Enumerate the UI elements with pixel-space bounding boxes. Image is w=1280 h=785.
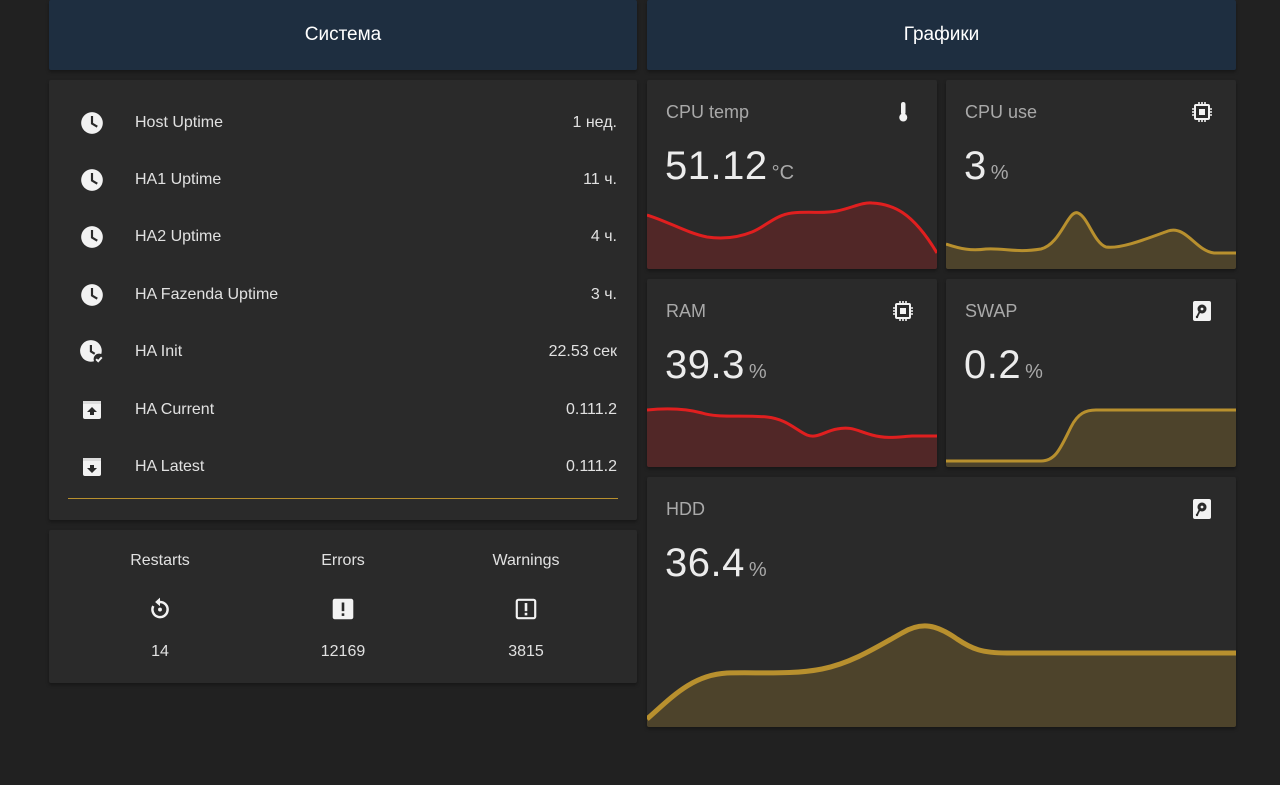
sensor-value: 0.2 [964,343,1022,387]
graphs-header: Графики [647,0,1236,70]
sensor-name: CPU temp [666,102,750,122]
clock-icon [79,224,105,250]
entity-name: HA Current [135,401,215,418]
entity-name: HA2 Uptime [135,228,222,245]
sensor-card-swap[interactable]: SWAP 0.2% [946,279,1236,467]
alert-box-outline-icon [513,596,539,627]
sensor-graph-swap [946,408,1236,467]
entity-row-ha-init[interactable]: HA Init 22.53 сек [79,332,617,372]
sensor-value-line: 36.4% [665,541,767,586]
graphs-header-title: Графики [903,24,980,45]
glance-value: 3815 [508,643,544,660]
entity-row-ha-current[interactable]: HA Current 0.111.2 [79,390,617,430]
sensor-value: 36.4 [665,541,745,585]
entity-name: HA1 Uptime [135,171,222,188]
divider [68,498,618,499]
sensor-graph-hdd [647,623,1236,727]
entity-row-ha1-uptime[interactable]: HA1 Uptime 11 ч. [79,160,617,200]
sensor-value: 3 [964,144,987,188]
sensor-graph-ram [647,407,937,467]
entity-name: HA Fazenda Uptime [135,286,279,303]
sensor-name: HDD [666,499,705,519]
entity-state: 4 ч. [590,228,617,245]
sensor-card-hdd[interactable]: HDD 36.4% [647,477,1236,727]
entity-state: 0.111.2 [565,401,617,418]
package-down-icon [79,454,105,480]
package-up-icon [79,397,105,423]
sensor-value-line: 39.3% [665,343,767,388]
clock-icon [79,167,105,193]
entity-state: 11 ч. [583,171,617,188]
sensor-unit: % [990,162,1009,184]
glance-value: 12169 [320,643,366,660]
harddisk-icon [1190,497,1214,521]
thermometer-icon [891,100,915,124]
glance-name: Warnings [492,552,560,569]
glance-value: 14 [151,643,169,660]
glance-name: Errors [321,552,365,569]
entity-name: HA Init [135,343,183,360]
entity-row-host-uptime[interactable]: Host Uptime 1 нед. [79,103,617,143]
harddisk-icon [1190,299,1214,323]
sensor-value: 51.12 [665,144,768,188]
sensor-graph-cpu-use [946,211,1236,269]
sensor-unit: % [1025,361,1043,383]
sensor-graph-cpu-temp [647,201,937,269]
entity-row-ha-latest[interactable]: HA Latest 0.111.2 [79,447,617,487]
sensor-unit: % [748,361,767,383]
sensor-unit: % [748,559,767,581]
restart-icon [147,596,173,627]
sensor-card-ram[interactable]: RAM 39.3% [647,279,937,467]
clock-icon [79,282,105,308]
sensor-value-line: 3% [964,144,1009,189]
sensor-card-cpu-temp[interactable]: CPU temp 51.12 °C [647,80,937,269]
sensor-unit: °C [771,162,795,184]
entity-state: 1 нед. [572,114,617,131]
chip-icon [891,299,915,323]
system-entities-card: Host Uptime 1 нед. HA1 Uptime 11 ч. HA2 … [49,80,637,520]
clock-check-icon [79,339,105,365]
entity-state: 3 ч. [590,286,617,303]
sensor-card-cpu-use[interactable]: CPU use 3% [946,80,1236,269]
entity-row-ha-fazenda-uptime[interactable]: HA Fazenda Uptime 3 ч. [79,275,617,315]
sensor-value-line: 51.12 °C [665,144,794,189]
sensor-name: RAM [666,301,706,321]
glance-name: Restarts [130,552,190,569]
clock-icon [79,110,105,136]
sensor-name: SWAP [965,301,1018,321]
sensor-value-line: 0.2% [964,343,1043,388]
alert-box-icon [330,596,356,627]
glance-card: Restarts 14 Errors 12169 Warnings 3815 [49,530,637,683]
entity-name: Host Uptime [135,114,224,131]
system-header: Система [49,0,637,70]
entity-name: HA Latest [135,458,205,475]
entity-row-ha2-uptime[interactable]: HA2 Uptime 4 ч. [79,217,617,257]
entity-state: 22.53 сек [548,343,617,360]
sensor-value: 39.3 [665,343,745,387]
system-header-title: Система [304,24,382,45]
sensor-name: CPU use [965,102,1038,122]
entity-state: 0.111.2 [565,458,617,475]
chip-icon [1190,100,1214,124]
